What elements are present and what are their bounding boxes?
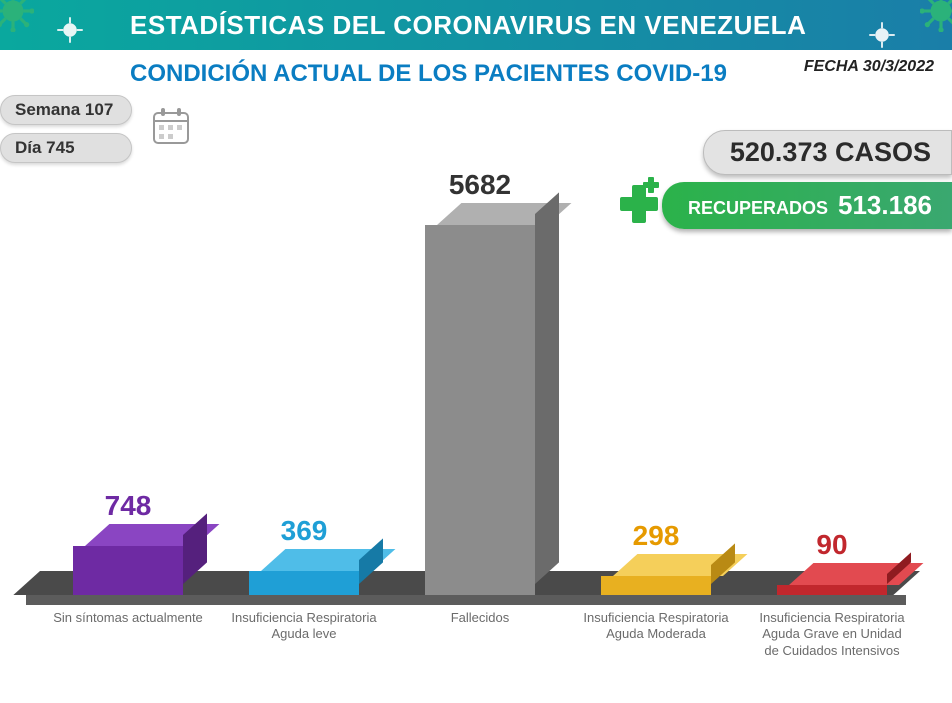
bar-front-face (425, 225, 535, 595)
bar-front-face (601, 576, 711, 595)
bar-3d (601, 576, 711, 595)
labels-row: Sin síntomas actualmente Insuficiencia Re… (40, 610, 920, 659)
bar-front-face (249, 571, 359, 595)
date-pill-area: Semana 107 Día 745 (0, 95, 132, 163)
bar-group: 90 (757, 529, 907, 595)
virus-icon (867, 20, 897, 50)
bar-front-face (777, 585, 887, 595)
bar-label: Sin síntomas actualmente (53, 610, 203, 659)
chart-baseline-front (26, 595, 906, 605)
bar-value: 90 (816, 529, 847, 561)
bar-side-face (535, 192, 559, 584)
subtitle-row: CONDICIÓN ACTUAL DE LOS PACIENTES COVID-… (0, 50, 952, 88)
calendar-icon (150, 105, 192, 152)
subtitle: CONDICIÓN ACTUAL DE LOS PACIENTES COVID-… (130, 60, 727, 88)
bar-3d (73, 546, 183, 595)
fecha-label: FECHA 30/3/2022 (804, 58, 934, 76)
bar-value: 5682 (449, 169, 511, 201)
header-band: ESTADÍSTICAS DEL CORONAVIRUS EN VENEZUEL… (0, 0, 952, 50)
bar-group: 369 (229, 515, 379, 595)
bar-group: 5682 (405, 169, 555, 595)
bar-front-face (73, 546, 183, 595)
virus-icon (920, 0, 952, 32)
condition-chart: 748369568229890 (40, 195, 920, 595)
bar-3d (425, 225, 535, 595)
page-title: ESTADÍSTICAS DEL CORONAVIRUS EN VENEZUEL… (130, 10, 806, 41)
bar-label: Insuficiencia Respiratoria Aguda Moderad… (581, 610, 731, 659)
bar-group: 298 (581, 520, 731, 595)
bar-label: Insuficiencia Respiratoria Aguda Grave e… (757, 610, 907, 659)
bar-side-face (359, 538, 383, 584)
dia-pill: Día 745 (0, 133, 132, 163)
virus-icon (0, 0, 34, 32)
bar-side-face (711, 543, 735, 584)
virus-icon (55, 15, 85, 45)
bar-label: Fallecidos (405, 610, 555, 659)
bar-value: 298 (633, 520, 680, 552)
bars-row: 748369568229890 (40, 195, 920, 595)
bar-value: 369 (281, 515, 328, 547)
bar-3d (777, 585, 887, 595)
bar-3d (249, 571, 359, 595)
bar-group: 748 (53, 490, 203, 595)
bar-label: Insuficiencia Respiratoria Aguda leve (229, 610, 379, 659)
bar-value: 748 (105, 490, 152, 522)
semana-pill: Semana 107 (0, 95, 132, 125)
casos-pill: 520.373 CASOS (703, 130, 952, 175)
